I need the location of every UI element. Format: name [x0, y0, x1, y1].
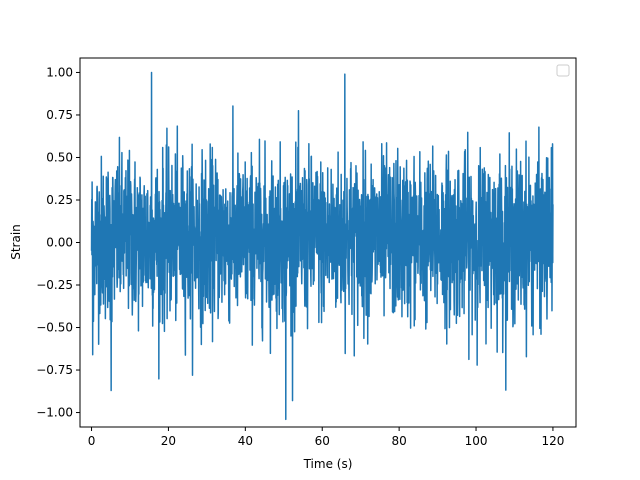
x-axis: 0 20 40 60 80 100 120 [88, 427, 564, 448]
x-tick-label: 40 [238, 434, 253, 448]
x-axis-label: Time (s) [303, 457, 353, 471]
legend-box [556, 64, 570, 77]
y-tick-label: −0.75 [36, 363, 73, 377]
y-tick-label: 0.00 [46, 236, 73, 250]
x-tick-label: 0 [88, 434, 96, 448]
x-tick-label: 100 [465, 434, 488, 448]
plot-area [79, 57, 577, 428]
y-tick-label: −0.50 [36, 321, 73, 335]
y-tick-label: 1.00 [46, 65, 73, 79]
series-layer [90, 71, 554, 421]
x-tick-label: 120 [541, 434, 564, 448]
y-tick-label: −1.00 [36, 406, 73, 420]
y-tick-label: −0.25 [36, 278, 73, 292]
y-axis: −1.00 −0.75 −0.50 −0.25 0.00 0.25 0.50 0.75 1.00 [36, 65, 80, 420]
x-tick-label: 80 [391, 434, 406, 448]
y-tick-label: 0.50 [46, 150, 73, 164]
y-axis-label: Strain [9, 224, 23, 260]
x-tick-label: 60 [315, 434, 330, 448]
x-tick-label: 20 [161, 434, 176, 448]
y-tick-label: 0.75 [46, 108, 73, 122]
strain-series-line [90, 71, 554, 421]
y-tick-label: 0.25 [46, 193, 73, 207]
